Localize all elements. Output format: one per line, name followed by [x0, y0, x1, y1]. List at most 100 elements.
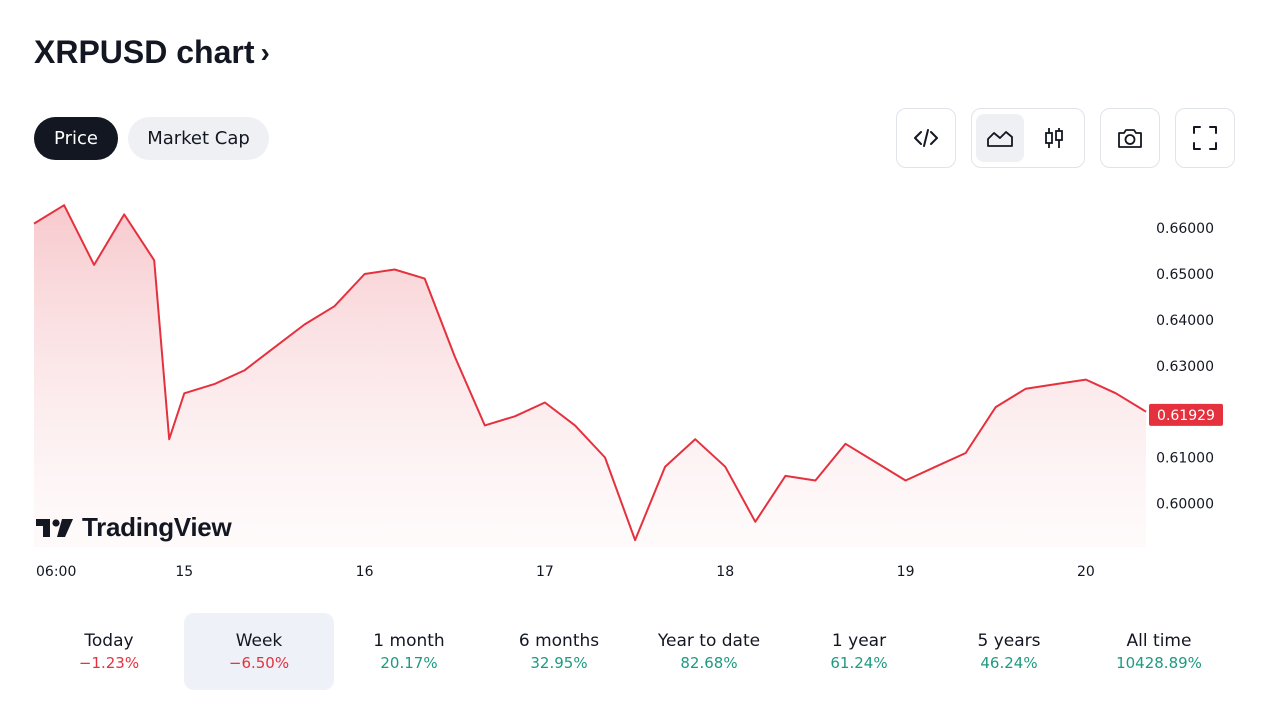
price-point — [1024, 387, 1028, 391]
chart-title: XRPUSD chart — [34, 34, 255, 70]
code-icon — [914, 129, 938, 147]
price-point — [303, 323, 307, 327]
price-point — [1144, 410, 1148, 414]
fullscreen-button[interactable] — [1181, 114, 1229, 162]
price-point — [693, 437, 697, 441]
fullscreen-icon — [1193, 126, 1217, 150]
period-label: Year to date — [657, 630, 761, 651]
y-tick-label: 0.64000 — [1156, 313, 1214, 329]
chevron-right-icon: › — [260, 36, 270, 68]
price-point — [32, 222, 36, 226]
period-change: −1.23% — [78, 653, 140, 672]
period-6-months[interactable]: 6 months 32.95% — [484, 613, 634, 690]
price-point — [393, 268, 397, 272]
price-point — [904, 479, 908, 483]
price-point — [453, 355, 457, 359]
candlestick-icon — [1045, 128, 1063, 148]
candlestick-button[interactable] — [1030, 114, 1078, 162]
period-label: 1 month — [373, 630, 445, 651]
period-label: Week — [235, 630, 283, 651]
x-tick-label: 17 — [536, 564, 554, 580]
price-point — [633, 538, 637, 542]
price-point — [723, 465, 727, 469]
tab-market-cap[interactable]: Market Cap — [128, 117, 269, 160]
x-tick-label: 06:00 — [36, 564, 76, 580]
period-today[interactable]: Today −1.23% — [34, 613, 184, 690]
period-change: 20.17% — [380, 653, 438, 672]
period-change: 10428.89% — [1116, 653, 1202, 672]
period-change: 46.24% — [980, 653, 1038, 672]
x-tick-label: 16 — [356, 564, 374, 580]
embed-toolbar — [896, 108, 956, 168]
price-series-line — [33, 204, 1147, 542]
price-point — [423, 277, 427, 281]
area-chart-button[interactable] — [976, 114, 1024, 162]
price-point — [1054, 382, 1058, 386]
period-year-to-date[interactable]: Year to date 82.68% — [634, 613, 784, 690]
price-point — [543, 401, 547, 405]
price-point — [167, 437, 171, 441]
chart-style-toolbar — [971, 108, 1085, 168]
period-label: All time — [1126, 630, 1192, 651]
price-point — [663, 465, 667, 469]
snapshot-toolbar — [1100, 108, 1160, 168]
price-point — [813, 479, 817, 483]
period-week[interactable]: Week −6.50% — [184, 613, 334, 690]
price-point — [964, 451, 968, 455]
x-tick-label: 19 — [897, 564, 915, 580]
price-point — [483, 423, 487, 427]
price-point — [92, 263, 96, 267]
price-point — [1114, 391, 1118, 395]
period-1-month[interactable]: 1 month 20.17% — [334, 613, 484, 690]
y-tick-label: 0.63000 — [1156, 359, 1214, 375]
price-point — [182, 391, 186, 395]
price-point — [242, 368, 246, 372]
chart-title-link[interactable]: XRPUSD chart › — [34, 34, 270, 71]
y-tick-label: 0.66000 — [1156, 221, 1214, 237]
price-point — [934, 465, 938, 469]
price-point — [783, 474, 787, 478]
period-5-years[interactable]: 5 years 46.24% — [934, 613, 1084, 690]
embed-button[interactable] — [902, 114, 950, 162]
price-chart[interactable]: 0.66000 0.65000 0.64000 0.63000 0.61000 0.600… — [0, 180, 1280, 600]
price-point — [874, 460, 878, 464]
price-point — [844, 442, 848, 446]
period-change: 61.24% — [830, 653, 888, 672]
price-point — [212, 382, 216, 386]
period-label: 6 months — [518, 630, 600, 651]
period-change: 32.95% — [530, 653, 588, 672]
period-all-time[interactable]: All time 10428.89% — [1084, 613, 1234, 690]
price-point — [994, 405, 998, 409]
tradingview-logo-icon — [36, 518, 73, 537]
x-tick-label: 20 — [1077, 564, 1095, 580]
tradingview-logo[interactable]: TradingView — [36, 512, 232, 543]
period-change: 82.68% — [680, 653, 738, 672]
period-1-year[interactable]: 1 year 61.24% — [784, 613, 934, 690]
price-point — [333, 304, 337, 308]
last-price-label: 0.61929 — [1157, 408, 1215, 424]
period-label: 1 year — [831, 630, 887, 651]
price-point — [363, 272, 367, 276]
tradingview-logo-text: TradingView — [82, 512, 232, 542]
period-change: −6.50% — [228, 653, 290, 672]
period-performance-bar: Today −1.23% Week −6.50% 1 month 20.17% 6 mont… — [34, 613, 1234, 690]
price-point — [122, 212, 126, 216]
y-tick-label: 0.60000 — [1156, 496, 1214, 512]
snapshot-button[interactable] — [1106, 114, 1154, 162]
period-label: 5 years — [977, 630, 1041, 651]
price-point — [603, 456, 607, 460]
price-point — [513, 414, 517, 418]
y-tick-label: 0.61000 — [1156, 451, 1214, 467]
x-tick-label: 15 — [175, 564, 193, 580]
camera-icon — [1118, 129, 1142, 148]
tab-price[interactable]: Price — [34, 117, 118, 160]
price-point — [152, 258, 156, 262]
price-area-fill — [34, 205, 1146, 547]
y-tick-label: 0.65000 — [1156, 267, 1214, 283]
price-point — [62, 203, 66, 207]
price-point — [1084, 378, 1088, 382]
area-chart-icon — [987, 131, 1013, 147]
period-label: Today — [84, 630, 134, 651]
x-tick-label: 18 — [716, 564, 734, 580]
price-point — [573, 423, 577, 427]
